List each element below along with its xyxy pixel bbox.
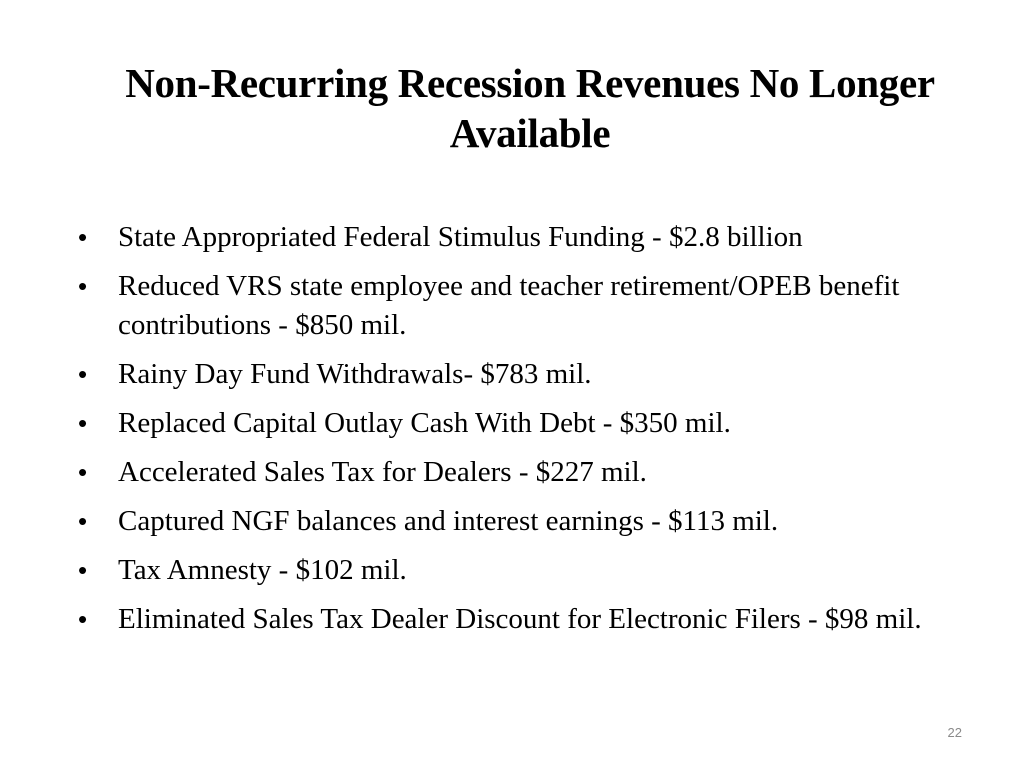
bullet-text: Rainy Day Fund Withdrawals- $783 mil.: [118, 358, 592, 390]
list-item: • Rainy Day Fund Withdrawals- $783 mil.: [78, 355, 958, 394]
list-item: • Accelerated Sales Tax for Dealers - $2…: [78, 453, 958, 492]
bullet-text: State Appropriated Federal Stimulus Fund…: [118, 221, 803, 253]
bullet-icon: •: [78, 457, 88, 487]
bullet-text: Reduced VRS state employee and teacher r…: [118, 270, 900, 341]
bullet-icon: •: [78, 271, 88, 301]
list-item: • Tax Amnesty - $102 mil.: [78, 551, 958, 590]
list-item: • Eliminated Sales Tax Dealer Discount f…: [78, 600, 958, 639]
list-item: • Reduced VRS state employee and teacher…: [78, 267, 958, 345]
bullet-text: Replaced Capital Outlay Cash With Debt -…: [118, 407, 731, 439]
list-item: • Captured NGF balances and interest ear…: [78, 502, 958, 541]
bullet-text: Accelerated Sales Tax for Dealers - $227…: [118, 456, 647, 488]
bullet-icon: •: [78, 604, 88, 634]
bullet-icon: •: [78, 555, 88, 585]
bullet-text: Eliminated Sales Tax Dealer Discount for…: [118, 603, 922, 635]
slide-number: 22: [947, 725, 962, 740]
bullet-icon: •: [78, 359, 88, 389]
bullet-text: Tax Amnesty - $102 mil.: [118, 554, 407, 586]
list-item: • Replaced Capital Outlay Cash With Debt…: [78, 404, 958, 443]
bullet-icon: •: [78, 408, 88, 438]
list-item: • State Appropriated Federal Stimulus Fu…: [78, 218, 958, 257]
bullet-icon: •: [78, 506, 88, 536]
bullet-text: Captured NGF balances and interest earni…: [118, 505, 779, 537]
bullet-list: • State Appropriated Federal Stimulus Fu…: [78, 218, 958, 649]
bullet-icon: •: [78, 222, 88, 252]
slide-title: Non-Recurring Recession Revenues No Long…: [125, 60, 935, 156]
